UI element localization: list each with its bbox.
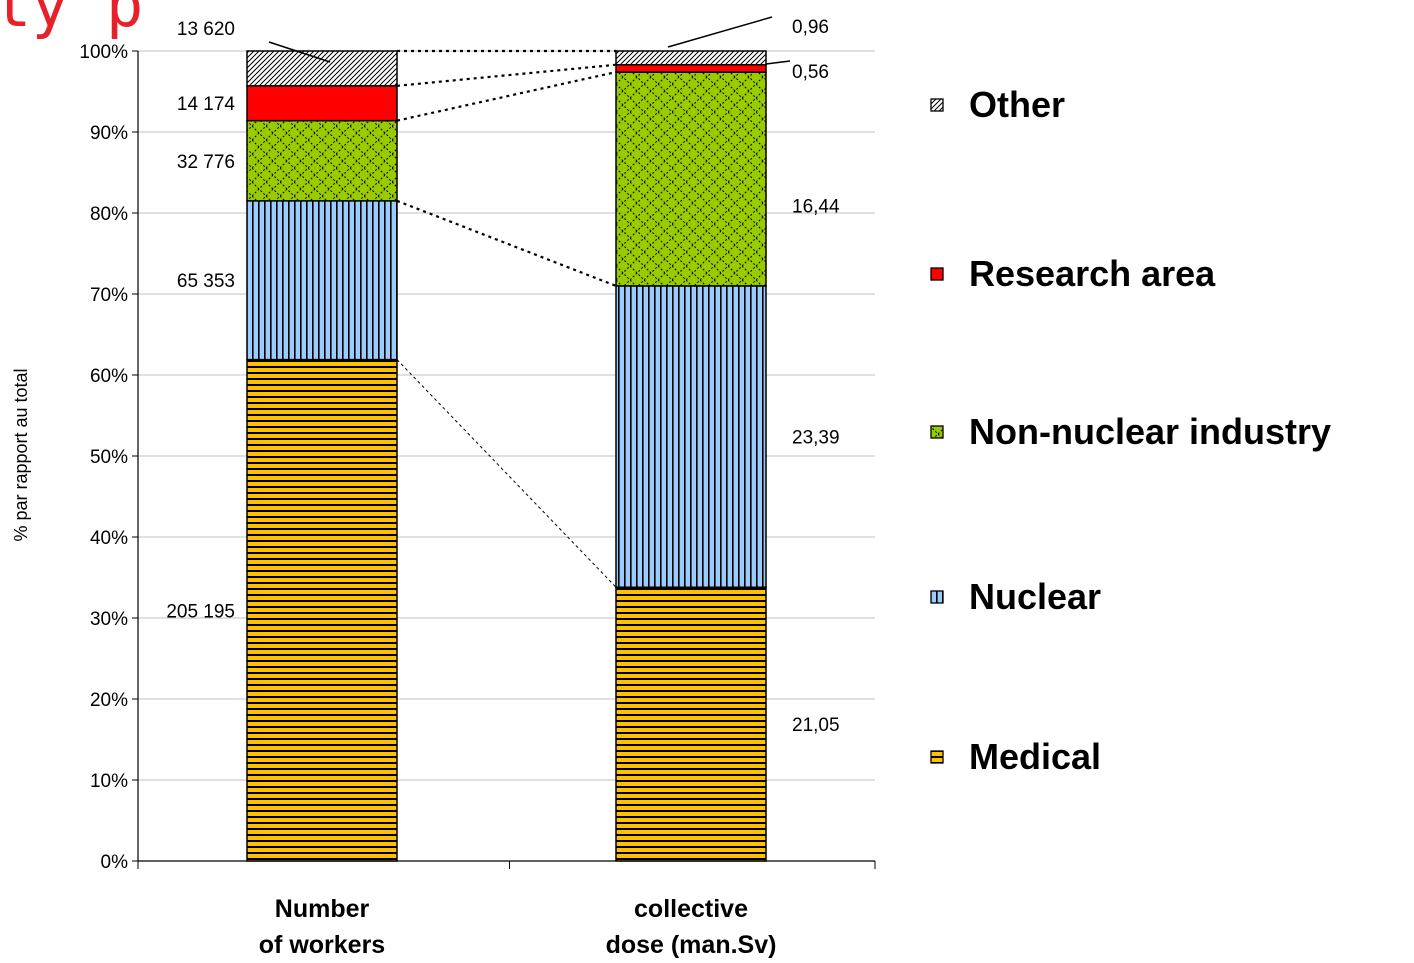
bar-segment-nuclear xyxy=(615,285,767,588)
x-category-label: collective xyxy=(634,895,748,923)
data-label: 23,39 xyxy=(792,428,840,449)
data-label: 16,44 xyxy=(792,197,840,218)
y-tick-label: 70% xyxy=(90,285,128,306)
leader-line xyxy=(765,60,791,65)
y-axis: 0% 10% 20% 30% 40% 50% 60% 70% 80% 90% 100% xyxy=(79,42,139,873)
bar-segment-research-area xyxy=(615,64,767,73)
legend: Other Research area Non-nuclear industry Nu… xyxy=(930,84,1331,777)
connector-line xyxy=(396,199,617,287)
bar-segment-research-area xyxy=(246,85,398,122)
connector-line xyxy=(396,359,617,588)
legend-label: Non-nuclear industry xyxy=(969,411,1331,452)
data-label: 0,96 xyxy=(792,17,829,38)
y-tick-label: 30% xyxy=(90,609,128,630)
y-tick-label: 0% xyxy=(101,852,129,873)
y-tick-label: 100% xyxy=(79,42,128,63)
y-tick-label: 80% xyxy=(90,204,128,225)
bar-segment-non-nuclear-industry xyxy=(246,119,398,202)
background-glyph: ty p xyxy=(0,0,143,41)
x-category-label: dose (man.Sv) xyxy=(606,931,777,959)
legend-label: Other xyxy=(969,84,1065,125)
y-axis-label: % par rapport au total xyxy=(11,368,31,541)
data-label: 14 174 xyxy=(177,94,236,115)
bar-segment-medical xyxy=(615,586,767,862)
data-label: 13 620 xyxy=(177,19,235,40)
legend-swatch xyxy=(930,590,944,604)
leader-line xyxy=(667,16,773,48)
y-tick-label: 90% xyxy=(90,123,128,144)
y-tick-label: 40% xyxy=(90,528,128,549)
bar-segment-nuclear xyxy=(246,200,398,361)
data-labels: 205 195 65 353 32 776 14 174 13 620 21,05 23,3… xyxy=(166,16,840,736)
legend-label: Medical xyxy=(969,736,1101,777)
data-label: 21,05 xyxy=(792,715,840,736)
legend-swatch xyxy=(930,267,944,281)
legend-label: Nuclear xyxy=(969,576,1101,617)
data-label: 65 353 xyxy=(177,271,235,292)
leader-line xyxy=(268,41,331,63)
x-axis: Number of workers collective dose (man.Sv) xyxy=(137,860,876,959)
y-tick-label: 20% xyxy=(90,690,128,711)
legend-swatch xyxy=(930,98,944,112)
bar-segment-other xyxy=(246,50,398,87)
bar-segment-non-nuclear-industry xyxy=(615,71,767,287)
connector-line xyxy=(396,63,617,87)
legend-swatch xyxy=(930,750,944,764)
data-label: 0,56 xyxy=(792,62,829,83)
legend-swatch xyxy=(930,425,944,439)
x-category-label: Number xyxy=(275,895,370,923)
bar-segment-other xyxy=(615,50,767,66)
y-tick-label: 10% xyxy=(90,771,128,792)
bar-segment-medical xyxy=(246,358,398,862)
x-category-label: of workers xyxy=(259,931,385,959)
data-label: 205 195 xyxy=(166,601,235,622)
y-tick-label: 60% xyxy=(90,366,128,387)
bars xyxy=(246,50,767,862)
data-label: 32 776 xyxy=(177,152,235,173)
connector-lines xyxy=(396,49,617,588)
connector-line xyxy=(396,70,617,122)
y-tick-label: 50% xyxy=(90,447,128,468)
legend-label: Research area xyxy=(969,253,1216,294)
